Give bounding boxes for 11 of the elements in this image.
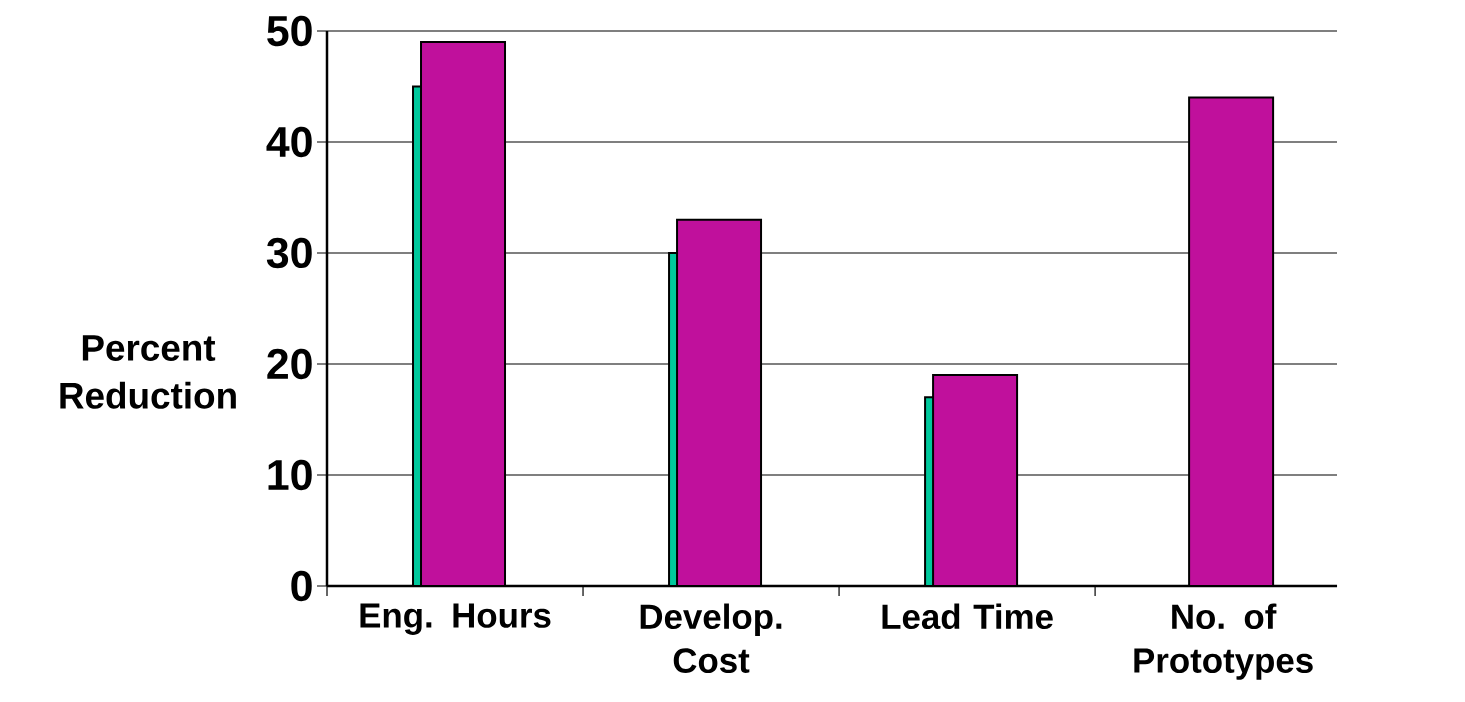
y-tick-label: 30	[266, 237, 312, 269]
x-tick-label: Eng. Hours	[360, 603, 551, 635]
y-tick-label: 0	[291, 570, 312, 602]
y-axis-title: Percent Reduction	[60, 335, 236, 409]
y-tick-label: 10	[268, 459, 312, 491]
y-tick-label: 50	[267, 15, 312, 47]
x-tick-label: Lead Time	[882, 603, 1053, 630]
x-tick-label: Develop. Cost	[640, 603, 782, 673]
y-tick-label: 20	[267, 348, 312, 380]
x-tick-label: No. of Prototypes	[1134, 603, 1313, 680]
y-tick-label: 40	[266, 126, 312, 158]
